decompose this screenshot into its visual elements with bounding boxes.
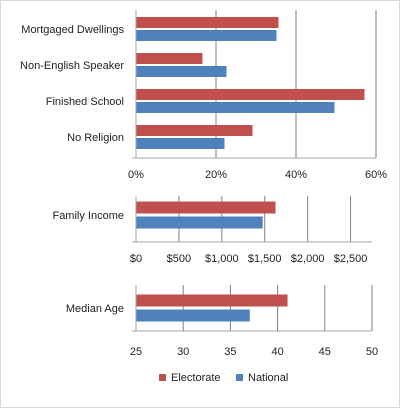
category-label-no-religion: No Religion [67, 132, 124, 144]
x-tick-label: 20% [205, 169, 227, 181]
category-label-median-age: Median Age [66, 303, 124, 315]
legend-label-national: National [248, 372, 288, 384]
legend-label-electorate: Electorate [171, 372, 221, 384]
bar-electorate-mortgaged-dwellings [136, 17, 279, 28]
bar-electorate-non-english-speaker [136, 53, 203, 64]
x-tick-label: 40% [285, 169, 307, 181]
bar-national-non-english-speaker [136, 66, 227, 77]
x-tick-label: $2,000 [291, 253, 325, 265]
x-tick-label: $1,000 [205, 253, 239, 265]
x-tick-label: 45 [319, 346, 331, 358]
category-label-family-income: Family Income [52, 210, 124, 222]
x-tick-label: 60% [365, 169, 387, 181]
legend: Electorate National [159, 372, 288, 384]
chart-panel-family-income: Family Income $0 $500 $1,000 $1,500 $2,000 $2,… [52, 196, 372, 265]
legend-swatch-national [236, 374, 243, 381]
category-label-non-english-speaker: Non-English Speaker [20, 60, 124, 72]
legend-swatch-electorate [159, 374, 166, 381]
bar-national-mortgaged-dwellings [136, 30, 277, 41]
x-tick-label: 0% [128, 169, 144, 181]
bar-national-median-age [136, 309, 250, 322]
bar-electorate-median-age [136, 294, 288, 307]
bar-national-no-religion [136, 138, 225, 149]
x-tick-label: 25 [130, 346, 142, 358]
x-tick-label: 30 [177, 346, 189, 358]
x-tick-label: $500 [167, 253, 191, 265]
x-tick-label: $2,500 [334, 253, 368, 265]
bar-electorate-finished-school [136, 89, 365, 100]
x-tick-label: $1,500 [248, 253, 282, 265]
x-tick-label: 50 [366, 346, 378, 358]
chart-panel-demographics: Mortgaged Dwellings Non-English Speaker Fi… [20, 10, 387, 181]
bar-electorate-family-income [136, 201, 276, 214]
bar-electorate-no-religion [136, 125, 253, 136]
x-tick-label: $0 [130, 253, 142, 265]
category-label-finished-school: Finished School [46, 96, 124, 108]
category-label-mortgaged-dwellings: Mortgaged Dwellings [21, 24, 124, 36]
bar-national-finished-school [136, 102, 335, 113]
bar-national-family-income [136, 216, 263, 229]
x-tick-label: 35 [224, 346, 236, 358]
chart-panel-median-age: Median Age 25 30 35 40 45 50 [66, 285, 378, 358]
x-tick-label: 40 [271, 346, 283, 358]
